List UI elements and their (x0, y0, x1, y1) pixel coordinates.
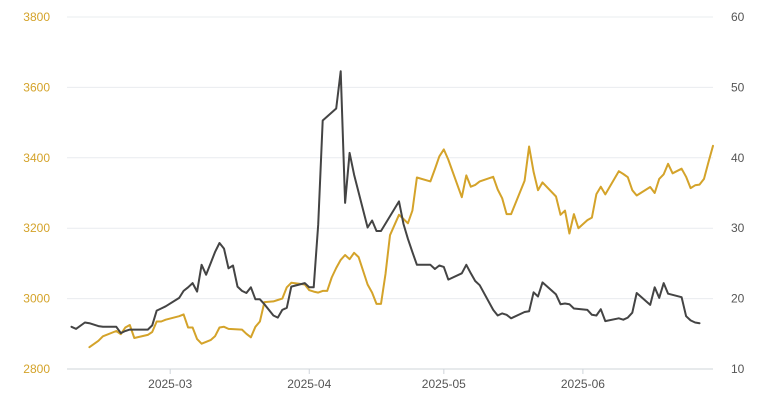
x-axis: 2025-03 2025-04 2025-05 2025-06 (148, 369, 605, 391)
x-tick-label: 2025-03 (148, 377, 192, 391)
right-y-tick-label: 50 (731, 80, 745, 94)
gridlines (67, 16, 713, 370)
x-tick-label: 2025-06 (561, 377, 605, 391)
right-y-tick-label: 60 (731, 10, 745, 24)
right-y-tick-label: 10 (731, 362, 745, 376)
series-line-left-axis (88, 144, 714, 349)
left-y-tick-label: 3200 (23, 221, 50, 235)
left-y-tick-label: 3600 (23, 80, 50, 94)
right-y-tick-label: 40 (731, 151, 745, 165)
left-y-tick-label: 3800 (23, 10, 50, 24)
right-y-axis: 10 20 30 40 50 60 (731, 10, 745, 376)
left-y-tick-label: 2800 (23, 362, 50, 376)
right-y-tick-label: 30 (731, 221, 745, 235)
left-y-axis: 2800 3000 3200 3400 3600 3800 (23, 10, 50, 376)
x-tick-label: 2025-04 (287, 377, 331, 391)
left-y-tick-label: 3400 (23, 151, 50, 165)
right-y-tick-label: 20 (731, 292, 745, 306)
series-line-right-axis (70, 70, 701, 335)
x-tick-label: 2025-05 (422, 377, 466, 391)
left-y-tick-label: 3000 (23, 292, 50, 306)
series-group (70, 70, 714, 349)
